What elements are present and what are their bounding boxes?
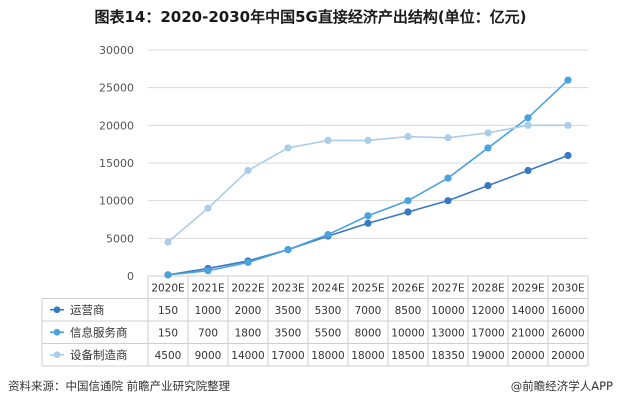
data-point: [364, 219, 372, 227]
table-value: 8500: [395, 305, 422, 317]
data-point: [444, 174, 452, 182]
table-value: 2000: [235, 305, 262, 317]
data-point: [444, 134, 452, 142]
source-note: 资料来源：中国信通院 前瞻产业研究院整理: [8, 379, 231, 393]
legend-label: 运营商: [70, 303, 105, 317]
data-point: [164, 238, 172, 246]
x-tick-label: 2026E: [391, 282, 424, 294]
table-value: 17000: [271, 350, 304, 362]
table-value: 150: [158, 305, 178, 317]
table-value: 3500: [275, 327, 302, 339]
legend-marker: [53, 306, 61, 314]
table-value: 20000: [511, 350, 544, 362]
table-value: 700: [198, 327, 218, 339]
data-point: [284, 144, 292, 152]
x-tick-label: 2025E: [351, 282, 384, 294]
table-value: 12000: [471, 305, 504, 317]
y-tick-label: 0: [127, 270, 134, 283]
x-tick-label: 2029E: [511, 282, 544, 294]
data-point: [524, 114, 532, 122]
data-point: [364, 212, 372, 220]
x-tick-label: 2030E: [551, 282, 584, 294]
data-point: [524, 166, 532, 175]
table-value: 9000: [195, 350, 222, 362]
table-value: 150: [158, 327, 178, 339]
legend-label: 信息服务商: [70, 325, 128, 339]
x-tick-label: 2020E: [151, 282, 184, 294]
data-point: [324, 230, 332, 239]
data-point: [484, 129, 492, 137]
table-value: 3500: [275, 305, 302, 317]
table-value: 4500: [155, 350, 182, 362]
table-value: 18000: [311, 350, 344, 362]
data-point: [484, 182, 492, 190]
y-tick-label: 20000: [99, 119, 134, 132]
data-point: [564, 151, 572, 160]
table-value: 18000: [351, 350, 384, 362]
table-value: 20000: [551, 350, 584, 362]
chart-title: 图表14：2020-2030年中国5G直接经济产出结构(单位：亿元): [94, 8, 527, 26]
table-value: 17000: [471, 327, 504, 339]
legend-marker: [53, 351, 61, 359]
data-point: [404, 208, 412, 216]
table-value: 1000: [195, 305, 222, 317]
x-tick-label: 2028E: [471, 282, 504, 294]
legend-marker: [53, 328, 61, 336]
data-point: [204, 267, 212, 275]
x-tick-label: 2022E: [231, 282, 264, 294]
data-point: [164, 271, 172, 279]
x-tick-label: 2021E: [191, 282, 224, 294]
table-value: 10000: [391, 327, 424, 339]
table-value: 26000: [551, 327, 584, 339]
table-value: 14000: [511, 305, 544, 317]
data-point: [404, 197, 412, 205]
table-value: 19000: [471, 350, 504, 362]
table-value: 5500: [315, 327, 342, 339]
table-value: 13000: [431, 327, 464, 339]
data-point: [324, 136, 332, 144]
data-point: [284, 246, 292, 254]
brand-text: @前瞻经济学人APP: [510, 379, 613, 393]
y-tick-label: 10000: [99, 195, 134, 208]
table-value: 18350: [431, 350, 464, 362]
data-point: [484, 144, 492, 152]
data-point: [404, 133, 412, 141]
data-point: [564, 76, 572, 84]
x-tick-label: 2023E: [271, 282, 304, 294]
brand-credit: @前瞻经济学人APP: [511, 378, 613, 394]
data-point: [564, 121, 572, 129]
table-value: 21000: [511, 327, 544, 339]
data-point: [244, 258, 252, 267]
table-value: 18500: [391, 350, 424, 362]
table-value: 14000: [231, 350, 264, 362]
data-point: [524, 121, 532, 129]
y-tick-label: 15000: [99, 157, 134, 170]
table-value: 10000: [431, 305, 464, 317]
data-point: [364, 136, 372, 144]
x-tick-label: 2027E: [431, 282, 464, 294]
table-value: 8000: [355, 327, 382, 339]
data-point: [444, 197, 452, 205]
table-value: 1800: [235, 327, 262, 339]
data-point: [244, 166, 252, 175]
x-tick-label: 2024E: [311, 282, 344, 294]
y-tick-label: 5000: [106, 232, 134, 245]
table-value: 16000: [551, 305, 584, 317]
legend-label: 设备制造商: [70, 348, 128, 362]
data-point: [204, 204, 212, 212]
table-value: 7000: [355, 305, 382, 317]
y-tick-label: 30000: [99, 44, 134, 57]
y-tick-label: 25000: [99, 82, 134, 95]
table-value: 5300: [315, 305, 342, 317]
